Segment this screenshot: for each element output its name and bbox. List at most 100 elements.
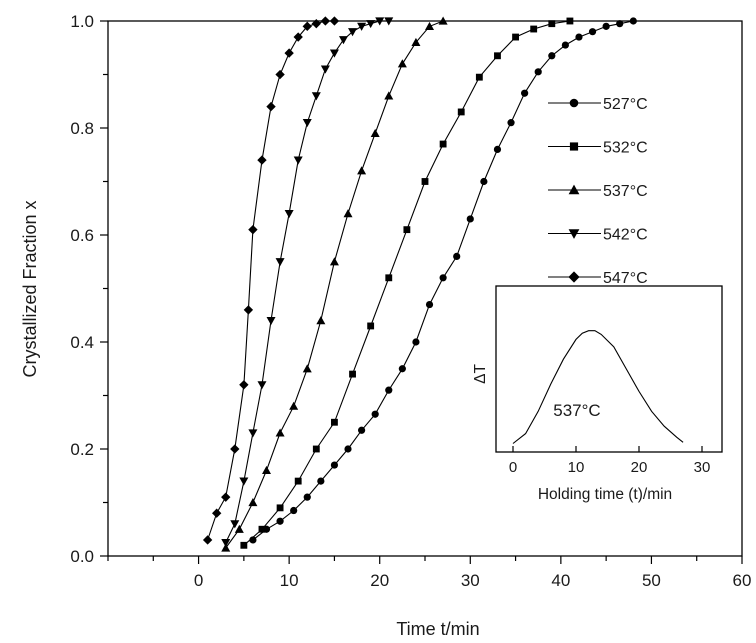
- data-point: [384, 17, 394, 26]
- data-point: [349, 370, 356, 378]
- data-point: [439, 274, 447, 282]
- data-point: [330, 461, 339, 469]
- data-point: [276, 504, 284, 512]
- data-point: [494, 52, 501, 60]
- data-point: [344, 445, 352, 453]
- data-point: [370, 128, 380, 137]
- x-tick-label: 30: [461, 571, 480, 590]
- data-point: [439, 140, 447, 148]
- data-point: [331, 418, 338, 426]
- data-point: [629, 17, 637, 25]
- inset-x-axis-title: Holding time (t)/min: [538, 486, 672, 503]
- series-line: [225, 20, 444, 549]
- x-tick-label: 40: [551, 571, 570, 590]
- x-tick-label: 20: [370, 571, 389, 590]
- y-tick-label: 1.0: [70, 12, 94, 31]
- data-point: [421, 178, 429, 185]
- data-point: [320, 65, 330, 74]
- legend-marker: [568, 184, 580, 195]
- data-point: [257, 155, 267, 165]
- data-point: [329, 16, 340, 26]
- data-point: [366, 20, 376, 29]
- y-tick-label: 0.2: [70, 440, 94, 459]
- series-line: [243, 20, 570, 546]
- legend-label: 542°C: [603, 227, 648, 244]
- series-532c: [240, 17, 574, 549]
- data-point: [475, 73, 483, 81]
- x-tick-label: 50: [642, 571, 661, 590]
- y-tick-label: 0.8: [70, 119, 94, 138]
- data-point: [284, 210, 294, 219]
- series-line: [207, 20, 335, 541]
- data-point: [411, 37, 421, 46]
- data-point: [384, 91, 394, 100]
- data-point: [221, 492, 231, 502]
- data-point: [398, 365, 406, 373]
- inset-x-tick-label: 20: [631, 459, 648, 476]
- data-point: [248, 498, 258, 507]
- legend-item: 542°C: [548, 227, 648, 244]
- legend-marker: [569, 98, 579, 108]
- data-point: [262, 465, 271, 474]
- data-point: [375, 17, 385, 26]
- data-point: [221, 539, 231, 548]
- data-point: [248, 429, 258, 438]
- data-point: [312, 445, 320, 453]
- legend-item: 527°C: [548, 96, 648, 113]
- data-point: [566, 17, 574, 25]
- data-point: [275, 428, 285, 437]
- data-point: [266, 101, 276, 112]
- data-point: [357, 22, 367, 31]
- legend-label: 547°C: [603, 270, 648, 287]
- data-point: [397, 59, 407, 68]
- series-547c: [202, 16, 340, 545]
- data-point: [548, 52, 556, 60]
- data-point: [457, 108, 465, 116]
- x-axis-title: Time t/min: [396, 619, 479, 639]
- data-point: [239, 380, 249, 390]
- data-point: [412, 338, 420, 346]
- data-point: [317, 477, 325, 485]
- inset-x-tick-label: 0: [509, 459, 517, 476]
- legend-marker: [569, 142, 579, 151]
- data-point: [329, 257, 339, 266]
- data-point: [530, 25, 538, 33]
- data-point: [385, 386, 393, 394]
- legend-label: 537°C: [603, 183, 648, 200]
- data-point: [507, 119, 515, 127]
- legend-marker: [568, 271, 580, 283]
- data-point: [302, 364, 312, 373]
- data-point: [466, 215, 474, 223]
- data-point: [202, 535, 213, 545]
- y-tick-label: 0.0: [70, 547, 94, 566]
- data-point: [249, 536, 257, 544]
- data-point: [230, 520, 240, 529]
- data-point: [248, 224, 258, 235]
- data-point: [293, 32, 303, 42]
- data-point: [348, 28, 358, 37]
- legend-item: 547°C: [548, 270, 648, 287]
- legend-label: 527°C: [603, 96, 648, 113]
- data-point: [303, 493, 311, 501]
- data-point: [316, 316, 326, 325]
- data-point: [329, 49, 339, 58]
- data-point: [371, 410, 379, 418]
- data-point: [493, 145, 502, 153]
- data-point: [289, 401, 299, 410]
- series-layer: [202, 16, 637, 552]
- data-point: [290, 506, 298, 515]
- data-point: [338, 36, 348, 45]
- x-tick-label: 60: [733, 571, 752, 590]
- y-axis-title: Crystallized Fraction x: [20, 200, 40, 377]
- data-point: [302, 119, 312, 128]
- legend-label: 532°C: [603, 140, 648, 157]
- data-point: [367, 322, 375, 330]
- data-point: [302, 21, 312, 32]
- data-point: [276, 517, 284, 525]
- data-point: [588, 28, 597, 36]
- data-point: [311, 18, 321, 29]
- data-point: [534, 68, 542, 76]
- data-point: [548, 20, 556, 28]
- legend-marker: [568, 229, 580, 239]
- data-point: [293, 156, 303, 165]
